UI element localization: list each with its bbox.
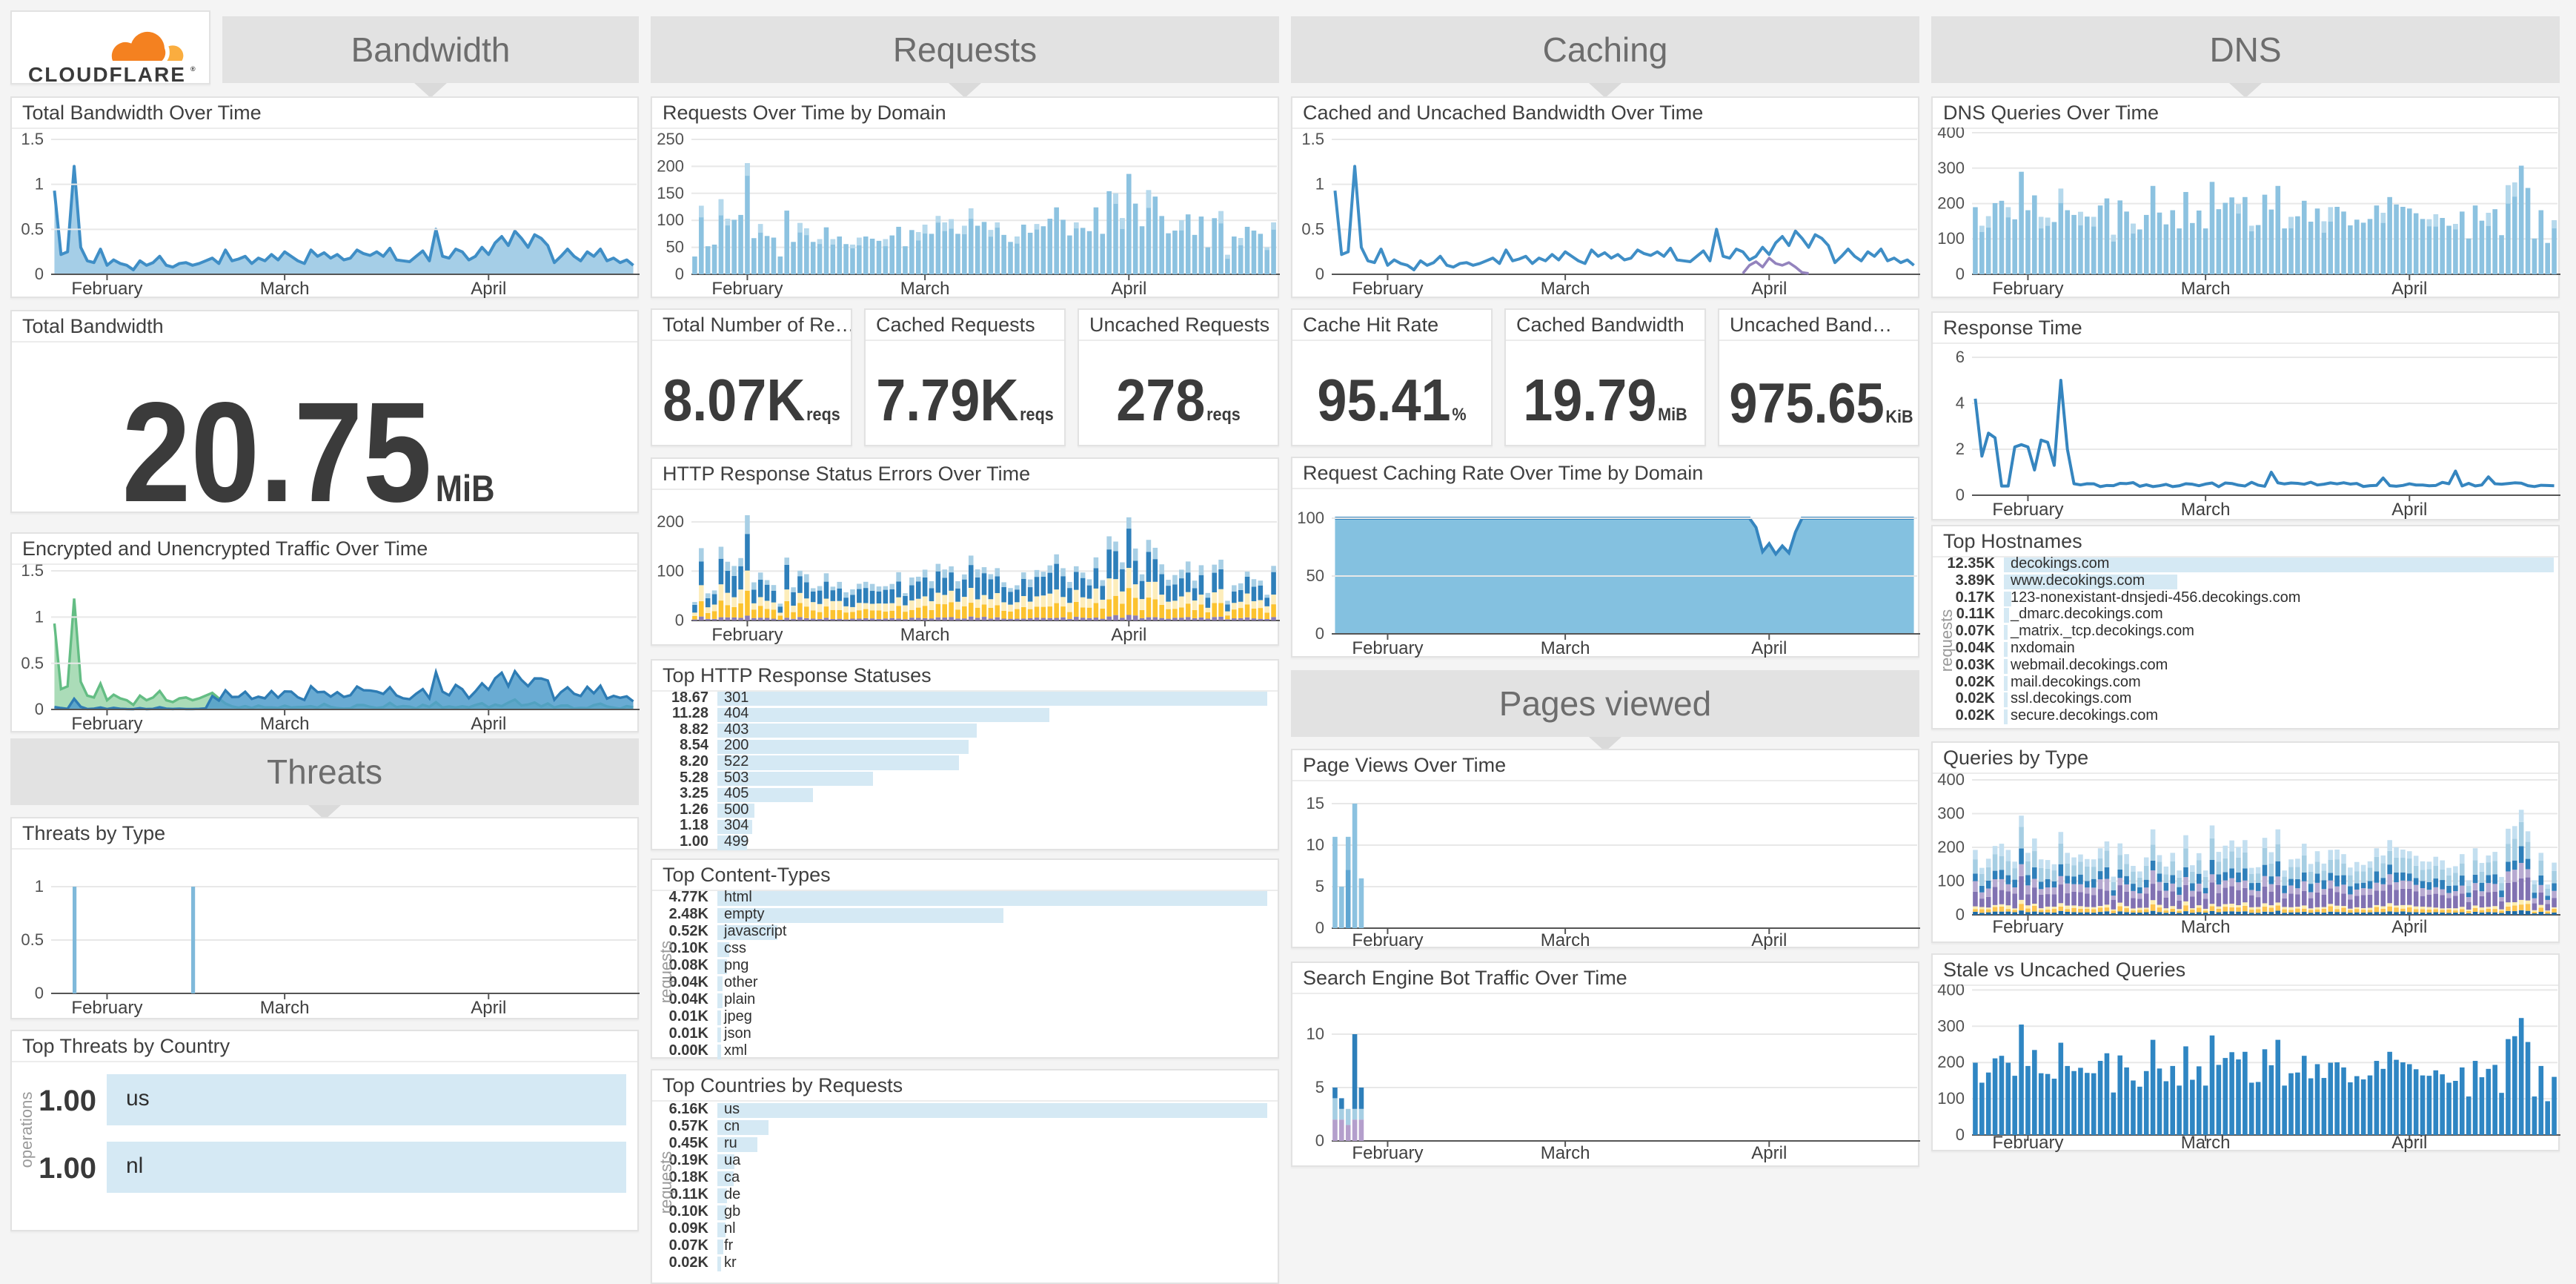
svg-text:March: March [900, 279, 950, 299]
svg-text:February: February [711, 625, 783, 645]
svg-text:February: February [1992, 279, 2063, 299]
svg-text:100: 100 [657, 561, 684, 580]
svg-text:March: March [1541, 930, 1590, 950]
svg-text:0: 0 [35, 984, 44, 1002]
svg-text:0: 0 [35, 700, 44, 718]
svg-text:1: 1 [1315, 175, 1324, 193]
svg-text:200: 200 [1937, 838, 1965, 856]
svg-text:5: 5 [1315, 1078, 1324, 1096]
svg-text:February: February [1352, 930, 1423, 950]
svg-text:100: 100 [1937, 229, 1965, 248]
svg-text:15: 15 [1307, 794, 1324, 813]
svg-text:400: 400 [1937, 128, 1965, 142]
svg-text:April: April [1111, 279, 1146, 299]
svg-text:0: 0 [1956, 905, 1965, 924]
svg-text:1.5: 1.5 [21, 563, 44, 580]
svg-text:400: 400 [1937, 984, 1965, 999]
svg-text:April: April [1751, 930, 1787, 950]
svg-text:March: March [260, 714, 310, 734]
svg-text:April: April [471, 998, 506, 1018]
svg-text:150: 150 [657, 184, 684, 202]
svg-text:April: April [1751, 279, 1787, 299]
svg-text:March: March [1541, 638, 1590, 658]
svg-text:February: February [711, 279, 783, 299]
svg-text:50: 50 [666, 238, 684, 257]
svg-text:4: 4 [1956, 394, 1965, 412]
svg-text:10: 10 [1307, 1025, 1324, 1043]
svg-text:2: 2 [1956, 440, 1965, 458]
svg-text:300: 300 [1937, 159, 1965, 177]
svg-text:1: 1 [35, 607, 44, 626]
svg-text:April: April [471, 279, 506, 299]
svg-text:6: 6 [1956, 348, 1965, 366]
svg-text:100: 100 [1937, 872, 1965, 890]
svg-text:200: 200 [657, 156, 684, 175]
svg-text:10: 10 [1307, 835, 1324, 854]
svg-text:March: March [2181, 500, 2231, 520]
svg-text:0.5: 0.5 [21, 219, 44, 238]
svg-text:April: April [1751, 1143, 1787, 1163]
svg-text:April: April [2391, 917, 2427, 937]
svg-text:400: 400 [1937, 772, 1965, 789]
svg-text:March: March [2181, 279, 2231, 299]
svg-text:0: 0 [1315, 624, 1324, 643]
svg-text:100: 100 [657, 211, 684, 229]
svg-text:1.5: 1.5 [21, 130, 44, 148]
svg-text:0.5: 0.5 [21, 930, 44, 949]
svg-text:April: April [471, 714, 506, 734]
svg-text:February: February [1992, 500, 2063, 520]
svg-text:March: March [1541, 279, 1590, 299]
svg-text:February: February [1352, 638, 1423, 658]
svg-text:March: March [2181, 917, 2231, 937]
svg-text:100: 100 [1937, 1089, 1965, 1108]
svg-text:April: April [2391, 279, 2427, 299]
svg-text:March: March [900, 625, 950, 645]
svg-text:250: 250 [657, 130, 684, 148]
svg-text:February: February [1992, 1133, 2063, 1153]
svg-text:February: February [71, 279, 142, 299]
svg-text:200: 200 [1937, 194, 1965, 213]
svg-text:0.5: 0.5 [21, 654, 44, 672]
svg-text:CLOUDFLARE: CLOUDFLARE [28, 63, 186, 86]
svg-text:April: April [2391, 1133, 2427, 1153]
svg-text:0: 0 [675, 265, 684, 283]
svg-text:0: 0 [1956, 265, 1965, 283]
svg-text:300: 300 [1937, 804, 1965, 823]
svg-text:March: March [260, 279, 310, 299]
svg-text:200: 200 [1937, 1053, 1965, 1071]
svg-text:0: 0 [1956, 486, 1965, 504]
svg-text:0: 0 [1956, 1125, 1965, 1144]
svg-text:0: 0 [1315, 919, 1324, 937]
svg-text:0.5: 0.5 [1301, 219, 1324, 238]
svg-text:1.5: 1.5 [1301, 130, 1324, 148]
svg-text:February: February [1992, 917, 2063, 937]
svg-text:February: February [1352, 1143, 1423, 1163]
svg-text:February: February [71, 998, 142, 1018]
svg-text:®: ® [190, 65, 196, 73]
svg-text:1: 1 [35, 175, 44, 193]
svg-text:100: 100 [1297, 509, 1324, 527]
svg-text:February: February [71, 714, 142, 734]
svg-text:0: 0 [35, 265, 44, 283]
svg-text:March: March [1541, 1143, 1590, 1163]
svg-text:5: 5 [1315, 877, 1324, 896]
svg-text:March: March [260, 998, 310, 1018]
svg-text:0: 0 [675, 611, 684, 629]
svg-text:0: 0 [1315, 265, 1324, 283]
svg-text:February: February [1352, 279, 1423, 299]
svg-text:300: 300 [1937, 1016, 1965, 1035]
svg-text:April: April [1751, 638, 1787, 658]
svg-text:April: April [2391, 500, 2427, 520]
svg-text:1: 1 [35, 877, 44, 896]
svg-text:50: 50 [1307, 566, 1324, 585]
svg-text:March: March [2181, 1133, 2231, 1153]
svg-text:200: 200 [657, 512, 684, 531]
svg-text:0: 0 [1315, 1131, 1324, 1150]
svg-text:April: April [1111, 625, 1146, 645]
